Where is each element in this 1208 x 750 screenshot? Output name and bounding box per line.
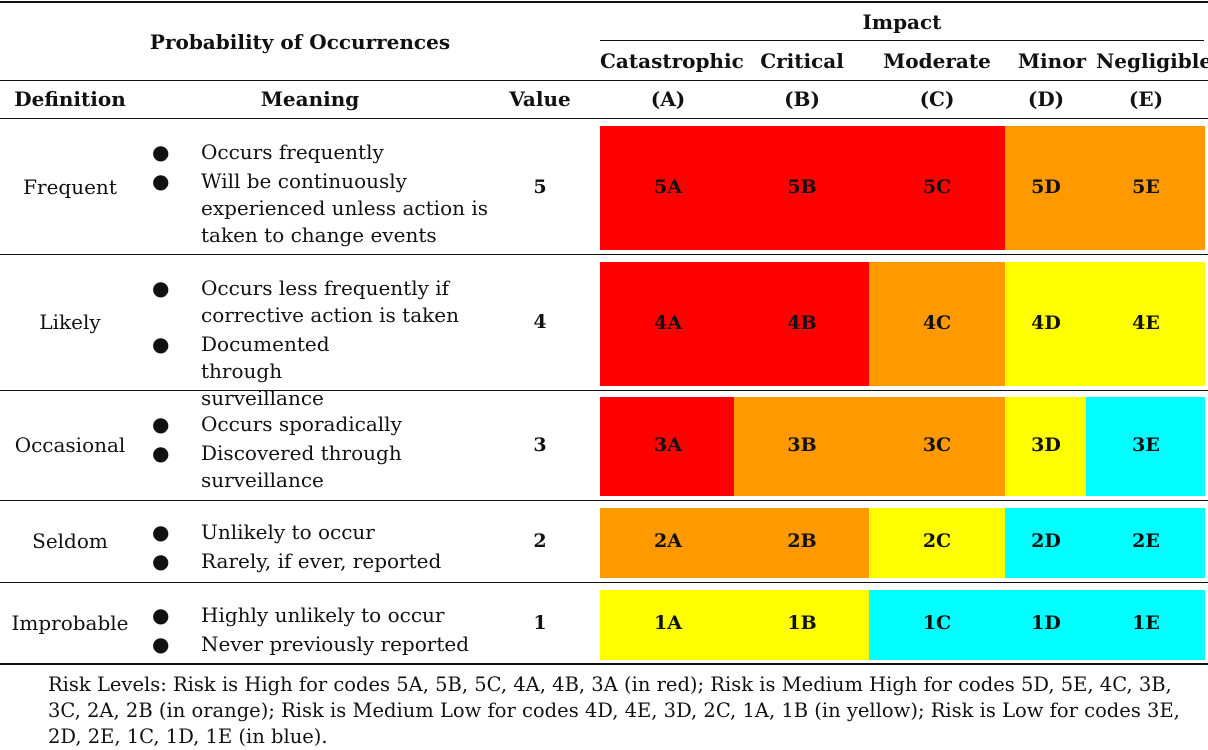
meaning-bullet: ● Discovered through surveillance [140,440,500,494]
risk-levels-note: Risk Levels: Risk is High for codes 5A, … [48,673,1180,748]
impact-col-e-name: Negligible [1096,49,1208,73]
meaning-bullet: ● Never previously reported [152,632,469,656]
row-definition-seldom: Seldom [32,529,108,553]
header-bottom-rule [0,118,1208,119]
row-value-occasional: 3 [533,434,547,456]
meaning-bullet: ● Rarely, if ever, reported [152,549,442,573]
meaning-bullet: ● Occurs sporadically [152,412,402,436]
impact-col-e-code: (E) [1128,87,1164,111]
probability-header: Probability of Occurrences [149,30,451,54]
risk-code-4e: 4E [1132,312,1160,334]
risk-code-2d: 2D [1031,530,1061,552]
impact-col-d-name: Minor [1017,49,1087,73]
meaning-text: Highly unlikely to occur [201,603,445,627]
risk-code-1d: 1D [1031,612,1061,634]
definition-header: Definition [14,87,126,111]
row-rule [0,500,1208,501]
risk-code-2a: 2A [654,530,682,552]
impact-col-c-code: (C) [919,87,955,111]
risk-code-4d: 4D [1031,312,1061,334]
risk-code-1a: 1A [654,612,682,634]
meaning-header: Meaning [260,87,360,111]
risk-code-5a: 5A [654,176,682,198]
row-value-likely: 4 [533,311,547,333]
row-definition-improbable: Improbable [11,611,129,635]
meaning-text: Discovered through surveillance [201,441,402,492]
risk-code-4c: 4C [922,312,952,334]
risk-band-high [600,262,869,386]
value-header: Value [509,87,571,111]
risk-band-low [869,590,1205,660]
risk-code-5d: 5D [1031,176,1061,198]
impact-col-d-code: (D) [1027,87,1065,111]
risk-code-2b: 2B [787,530,817,552]
risk-band-high [600,126,1005,250]
risk-band-low [1005,508,1205,578]
risk-code-3c: 3C [922,434,952,456]
impact-col-b-name: Critical [760,49,844,73]
meaning-bullet: ● Highly unlikely to occur [152,603,445,627]
meaning-text: Occurs frequently [201,140,384,164]
risk-band-medium-high [1005,126,1205,250]
row-meaning-occasional: ● Occurs sporadically ● Discovered through… [140,411,500,494]
meaning-bullet: ● Occurs frequently [152,140,384,164]
risk-code-2e: 2E [1132,530,1160,552]
row-value-seldom: 2 [533,530,547,552]
meaning-bullet: ● Documented through surveillance [140,331,500,412]
meaning-text: Unlikely to occur [201,520,375,544]
risk-band-high [600,397,734,496]
meaning-bullet: ● Unlikely to occur [152,520,375,544]
row-meaning-improbable: ● Highly unlikely to occur ● Never previou… [140,602,500,658]
risk-band-medium-high [869,262,1005,386]
impact-col-a-name: Catastrophic [600,49,744,73]
risk-code-5c: 5C [922,176,952,198]
row-definition-frequent: Frequent [23,175,117,199]
risk-band-medium-low [600,590,869,660]
risk-code-3b: 3B [787,434,817,456]
risk-band-medium-low [1005,262,1205,386]
row-rule [0,390,1208,391]
meaning-text: Occurs sporadically [201,412,402,436]
risk-code-5b: 5B [787,176,817,198]
risk-code-3d: 3D [1031,434,1061,456]
meaning-text: Documented through surveillance [201,332,330,410]
impact-underline [600,40,1204,41]
table-bottom-rule [0,663,1208,665]
impact-header: Impact [862,10,942,34]
risk-code-4b: 4B [787,312,817,334]
row-rule [0,254,1208,255]
row-meaning-likely: ● Occurs less frequently if corrective ac… [140,275,500,412]
risk-band-medium-low [869,508,1005,578]
impact-col-c-name: Moderate [883,49,991,73]
row-value-improbable: 1 [533,612,547,634]
risk-band-low [1086,397,1205,496]
risk-code-5e: 5E [1132,176,1160,198]
risk-code-4a: 4A [654,312,682,334]
risk-code-3e: 3E [1132,434,1160,456]
row-definition-occasional: Occasional [14,433,126,457]
row-meaning-seldom: ● Unlikely to occur ● Rarely, if ever, rep… [140,519,500,575]
row-meaning-frequent: ● Occurs frequently ● Will be continuously… [140,139,500,249]
table-top-rule [0,1,1208,3]
meaning-bullet: ● Occurs less frequently if corrective ac… [152,276,459,327]
header-rule [0,80,1208,81]
risk-code-3a: 3A [654,434,682,456]
risk-code-1e: 1E [1132,612,1160,634]
risk-band-medium-low [1005,397,1086,496]
meaning-bullet: ● Will be continuously experienced unless… [152,169,489,247]
row-definition-likely: Likely [39,310,101,334]
meaning-text: Never previously reported [201,632,469,656]
risk-band-medium-high [734,397,1005,496]
meaning-text: Occurs less frequently if corrective act… [201,276,459,327]
row-rule [0,582,1208,583]
meaning-text: Will be continuously experienced unless … [201,169,489,247]
row-value-frequent: 5 [533,176,547,198]
risk-band-medium-high [600,508,869,578]
meaning-text: Rarely, if ever, reported [201,549,442,573]
impact-col-b-code: (B) [784,87,820,111]
risk-code-2c: 2C [922,530,952,552]
risk-code-1b: 1B [787,612,817,634]
impact-col-a-code: (A) [650,87,686,111]
risk-code-1c: 1C [922,612,952,634]
